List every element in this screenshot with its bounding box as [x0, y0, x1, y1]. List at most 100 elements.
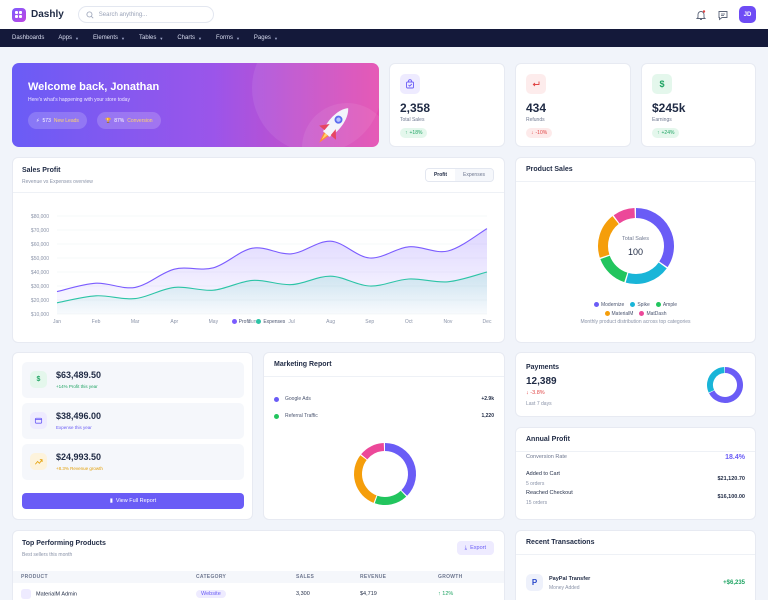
card-title: Recent Transactions [526, 539, 595, 546]
legend-item[interactable]: Spike [630, 302, 650, 308]
export-button[interactable]: ⤓ Export [456, 541, 494, 555]
donut-slice-materialm[interactable] [598, 216, 619, 258]
nav-forms[interactable]: Forms ▼ [216, 35, 240, 41]
finance-row[interactable]: $ $63,489.50 +14% Profit this year [22, 362, 244, 398]
annual-row: Added to Cart [526, 471, 745, 477]
stat-card-earnings[interactable]: $ $245k Earnings ↑ +24% [641, 63, 756, 147]
product-name: MaterialM Admin [36, 591, 77, 598]
product-cell: MaterialM Admin [13, 583, 188, 600]
bell-icon[interactable] [695, 9, 707, 21]
conversion-pill[interactable]: 🏆 87% Conversion [97, 112, 161, 129]
nav-elements[interactable]: Elements ▼ [93, 35, 125, 41]
finance-row[interactable]: $24,993.50 +8.3% Revenue growth [22, 444, 244, 480]
stat-card-refunds[interactable]: 434 Refunds ↓ -10% [515, 63, 631, 147]
column-header[interactable]: GROWTH [430, 571, 504, 583]
legend-dot [256, 319, 262, 325]
top-bar: Dashly Search anything... JD [0, 0, 768, 29]
nav-label: Charts [177, 35, 195, 41]
legend-item[interactable]: Expenses [256, 319, 285, 325]
divider [13, 192, 504, 193]
marketing-report-card: Marketing Report Google Ads +2.9k Referr… [263, 352, 505, 520]
tab-expenses[interactable]: Expenses [455, 169, 493, 181]
donut-slice-2[interactable] [354, 455, 377, 503]
return-icon [526, 74, 546, 94]
x-tick-label: Apr [170, 319, 178, 325]
column-header[interactable]: CATEGORY [188, 571, 288, 583]
view-full-report-button[interactable]: ▮ View Full Report [22, 493, 244, 509]
finance-value: $38,496.00 [56, 411, 102, 421]
annual-row-value: $16,100.00 [526, 494, 745, 500]
message-icon[interactable] [717, 9, 729, 21]
legend-label: Spike [637, 302, 650, 308]
column-header[interactable]: SALES [288, 571, 352, 583]
chevron-down-icon: ▼ [159, 35, 164, 41]
x-tick-label: Jun [248, 319, 256, 325]
legend-item[interactable]: MatDash [639, 311, 666, 317]
transaction-name: PayPal Transfer [549, 576, 591, 582]
top-products-card: Top Performing Products Best sellers thi… [12, 530, 505, 600]
logo[interactable]: Dashly [12, 7, 64, 22]
x-tick-label: Jul [288, 319, 294, 325]
donut-slice-1[interactable] [707, 367, 725, 393]
nav-pages[interactable]: Pages ▼ [254, 35, 278, 41]
legend-item[interactable]: Profit [231, 319, 250, 325]
series-line-expenses[interactable] [56, 271, 488, 304]
stat-value: 434 [526, 101, 547, 115]
row-label: Conversion Rate [526, 454, 567, 460]
growth-cell: ↑ 12% [430, 583, 504, 600]
product-sales-card: Product Sales Total Sales 100 Modernize … [515, 157, 756, 343]
legend-item[interactable]: Modernize [593, 302, 624, 308]
nav-apps[interactable]: Apps ▼ [58, 35, 79, 41]
column-header[interactable]: REVENUE [352, 571, 430, 583]
table-row[interactable]: MaterialM Admin Website 3,300 $4,719 ↑ 1… [13, 583, 504, 600]
finance-sub: Expense this year [56, 425, 92, 430]
marketing-row[interactable]: Google Ads +2.9k [274, 393, 494, 405]
stat-value: $245k [652, 101, 686, 115]
bolt-icon: ⚡ [36, 117, 40, 124]
chevron-down-icon: ▼ [197, 35, 202, 41]
column-header[interactable]: PRODUCT [13, 571, 188, 583]
legend-item[interactable]: Ample [655, 302, 678, 308]
leads-pill[interactable]: ⚡ 573 New Leads [28, 112, 87, 129]
bag-check-icon [400, 74, 420, 94]
legend-label: Ample [662, 302, 678, 308]
payments-change: ↓ -3.8% [526, 390, 545, 396]
product-thumbnail [21, 589, 31, 599]
rocket-icon [319, 108, 349, 143]
marketing-row[interactable]: Referral Traffic 1,220 [274, 410, 494, 422]
avatar[interactable]: JD [739, 6, 756, 23]
donut-slice-1[interactable] [374, 490, 407, 505]
donut-slice-spike[interactable] [625, 262, 667, 284]
nav-label: Pages [253, 35, 271, 41]
nav-tables[interactable]: Tables ▼ [139, 35, 163, 41]
card-title: Annual Profit [526, 436, 570, 443]
nav-dashboards[interactable]: Dashboards [12, 35, 44, 41]
search-input[interactable]: Search anything... [77, 6, 214, 23]
chart-legend: Modernize Spike Ample [516, 302, 755, 308]
category-badge: Website [196, 590, 226, 598]
legend-item[interactable]: MaterialM [604, 311, 633, 317]
donut-slice-3[interactable] [361, 443, 385, 460]
report-icon: ▮ [109, 498, 113, 504]
legend-dot [593, 302, 599, 308]
tab-profit[interactable]: Profit [425, 169, 456, 181]
nav-charts[interactable]: Charts ▼ [177, 35, 202, 41]
legend-label: Expenses [263, 319, 286, 325]
y-tick-label: $30,000 [31, 284, 49, 290]
trend-badge: ↓ -10% [526, 128, 553, 138]
donut-slice-matdash[interactable] [613, 208, 636, 224]
arrow-down-icon: ↓ [526, 390, 529, 396]
nav-label: Apps [58, 35, 73, 41]
donut-slice-modernize[interactable] [635, 208, 674, 268]
donut-slice-ample[interactable] [600, 255, 628, 283]
conversion-value: 87% [114, 117, 125, 124]
stat-card-total-sales[interactable]: 2,358 Total Sales ↑ +18% [389, 63, 505, 147]
series-line-profit[interactable] [56, 228, 488, 293]
annual-row-sub: 15 orders [526, 500, 745, 506]
donut-slice-0[interactable] [709, 367, 743, 403]
card-header: Recent Transactions [516, 531, 755, 555]
donut-slice-0[interactable] [384, 443, 416, 496]
wallet-icon [30, 412, 47, 429]
nav-label: Forms [215, 35, 233, 41]
finance-row[interactable]: $38,496.00 Expense this year [22, 403, 244, 439]
